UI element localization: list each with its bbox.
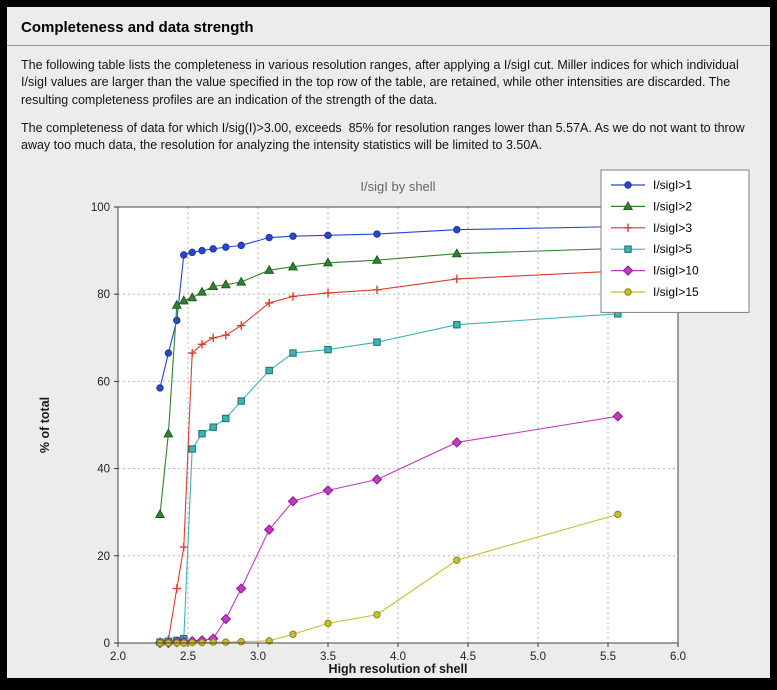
description-paragraph-1: The following table lists the completene…	[21, 58, 743, 107]
legend-item: I/sigI>5	[611, 242, 692, 256]
y-tick-label: 20	[97, 551, 110, 563]
x-axis-label: High resolution of shell	[329, 662, 468, 676]
y-tick-label: 100	[91, 202, 110, 214]
series-i-sigi-2	[154, 243, 623, 519]
chart-legend: I/sigI>1 I/sigI>2 I/sigI>3 I/sigI>5 I/sigI>1…	[600, 169, 750, 314]
x-tick-label: 5.0	[530, 651, 546, 663]
chart-title: I/sigI by shell	[360, 179, 435, 194]
x-tick-label: 6.0	[670, 651, 686, 663]
y-tick-label: 40	[97, 464, 110, 476]
report-panel: Completeness and data strength The follo…	[7, 7, 770, 678]
legend-item: I/sigI>3	[611, 221, 692, 235]
title-separator	[7, 45, 770, 46]
y-tick-label: 80	[97, 289, 110, 301]
legend-box	[600, 169, 750, 314]
legend-label: I/sigI>3	[653, 221, 692, 235]
legend-item: I/sigI>1	[611, 178, 692, 192]
y-tick-label: 0	[104, 638, 110, 650]
legend-label: I/sigI>2	[653, 200, 692, 214]
x-tick-label: 5.5	[600, 651, 616, 663]
legend-item: I/sigI>10	[611, 264, 699, 278]
x-tick-label: 4.5	[460, 651, 476, 663]
legend-label: I/sigI>15	[653, 285, 699, 299]
chart-container: 2.0 2.5 3.0 3.5 4.0 4.5 5.0 5.5 6.0 0 20 40 60 80 100 I…	[23, 162, 770, 683]
legend-label: I/sigI>1	[653, 178, 692, 192]
legend-item: I/sigI>2	[611, 200, 692, 214]
legend-label: I/sigI>5	[653, 242, 692, 256]
x-tick-label: 3.5	[320, 651, 336, 663]
legend-item: I/sigI>15	[611, 285, 699, 299]
x-tick-label: 2.5	[180, 651, 196, 663]
completeness-chart: 2.0 2.5 3.0 3.5 4.0 4.5 5.0 5.5 6.0 0 20 40 60 80 100 I…	[38, 169, 750, 676]
x-tick-label: 4.0	[390, 651, 406, 663]
page-title: Completeness and data strength	[21, 19, 254, 36]
legend-label: I/sigI>10	[653, 264, 699, 278]
description-paragraph-2: The completeness of data for which I/sig…	[21, 120, 749, 152]
y-tick-label: 60	[97, 377, 110, 389]
x-tick-label: 2.0	[110, 651, 126, 663]
y-axis-label: % of total	[38, 397, 52, 453]
x-tick-label: 3.0	[250, 651, 266, 663]
